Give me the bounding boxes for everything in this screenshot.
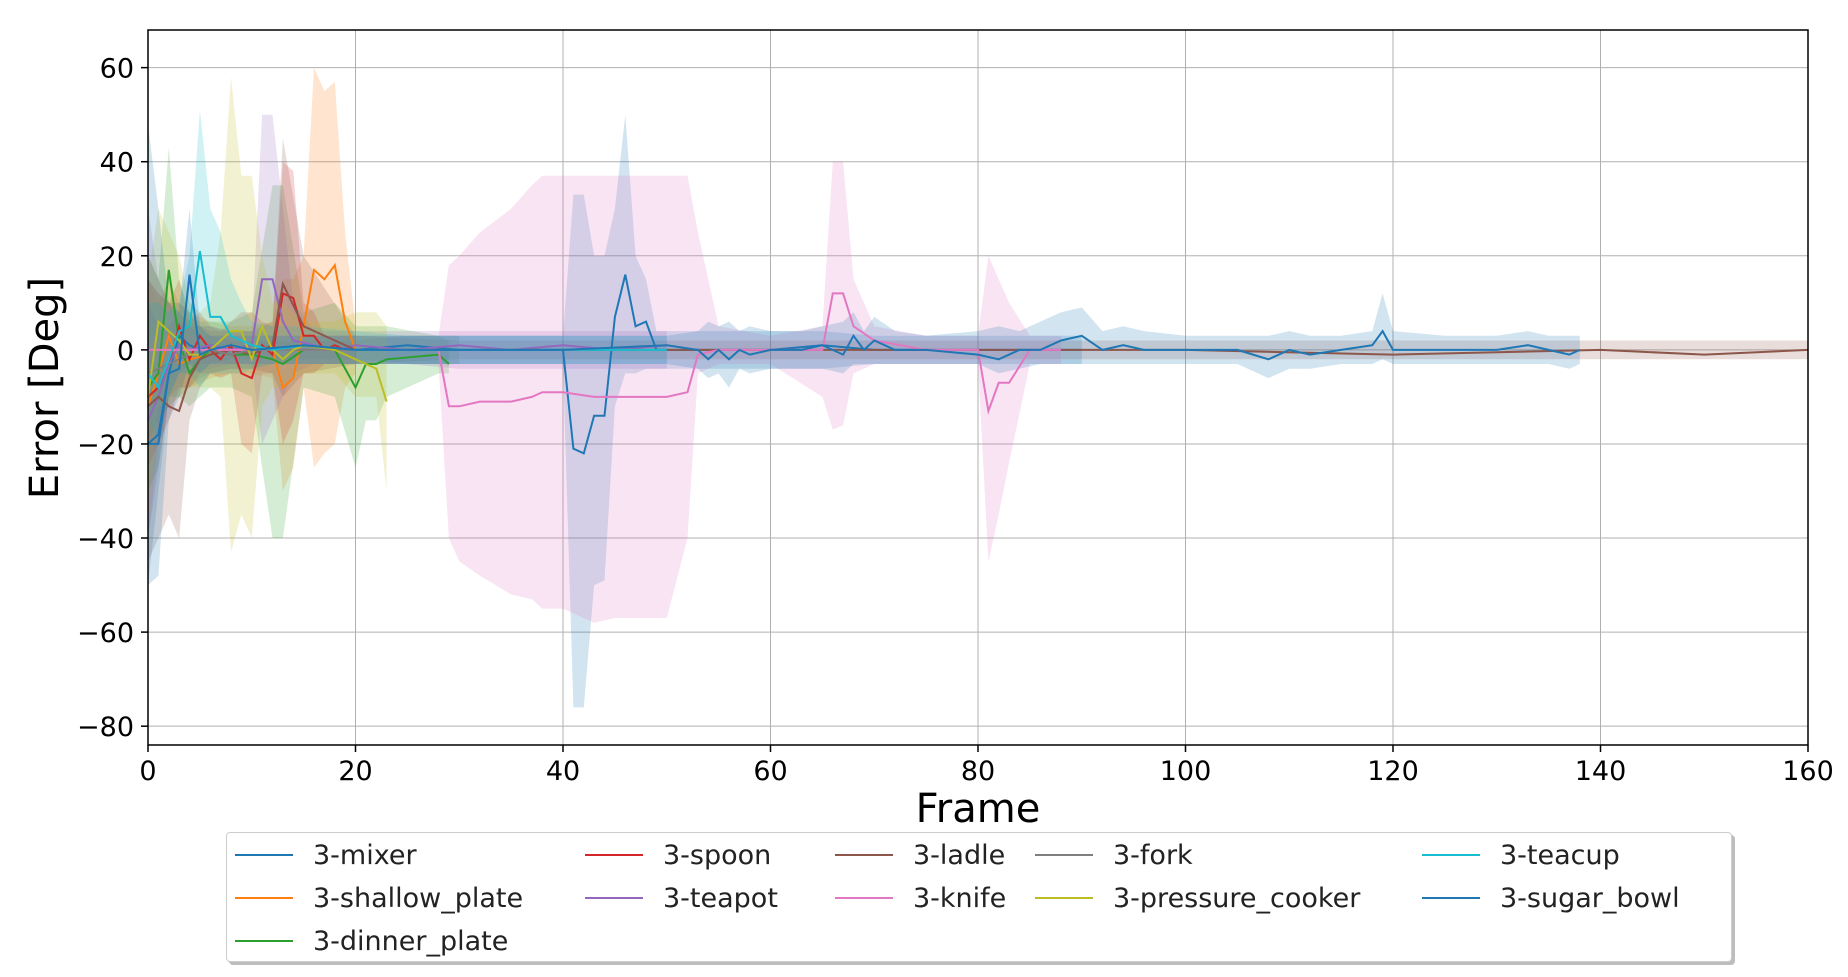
x-tick-label: 40: [546, 756, 580, 787]
legend-item-3-dinner_plate: 3-dinner_plate: [235, 921, 508, 961]
x-tick-label: 160: [1782, 756, 1834, 787]
legend-swatch: [835, 897, 893, 899]
legend-swatch: [235, 940, 293, 942]
legend-item-3-sugar_bowl: 3-sugar_bowl: [1422, 878, 1680, 918]
x-tick-label: 60: [753, 756, 787, 787]
legend-label: 3-teacup: [1500, 839, 1620, 871]
axis-ticks: 0 20 40 60 80 100 120 140 160 60 40 20 0 −20 −40 −60 −80: [77, 54, 1834, 787]
legend-swatch: [835, 854, 893, 856]
band-3-shallow_plate: [148, 67, 356, 538]
x-axis-label: Frame: [916, 786, 1041, 832]
series-line-3-sugar_bowl: [148, 274, 1581, 445]
legend-swatch: [1035, 897, 1093, 899]
series-line-3-ladle: [147, 280, 1809, 413]
y-tick-label: 20: [100, 242, 134, 273]
legend-item-3-mixer: 3-mixer: [235, 835, 417, 875]
legend-label: 3-mixer: [313, 839, 417, 871]
series-line-3-knife: [148, 292, 1061, 415]
series-line-3-mixer: [147, 274, 1082, 455]
band-3-knife: [148, 161, 1061, 623]
x-tick-label: 100: [1160, 756, 1212, 787]
legend-swatch: [585, 897, 643, 899]
y-tick-label: −80: [77, 712, 134, 743]
band-3-teapot: [148, 114, 667, 538]
band-3-sugar_bowl: [148, 124, 1580, 586]
legend-label: 3-pressure_cooker: [1113, 882, 1361, 914]
legend-label: 3-teapot: [663, 882, 778, 914]
legend-label: 3-fork: [1113, 839, 1193, 871]
y-tick-label: −20: [77, 430, 134, 461]
x-tick-label: 140: [1575, 756, 1627, 787]
legend-item-3-ladle: 3-ladle: [835, 835, 1005, 875]
y-tick-label: 40: [100, 148, 134, 179]
legend-swatch: [1422, 854, 1480, 856]
legend: 3-mixer 3-shallow_plate 3-dinner_plate 3-sp…: [226, 832, 1732, 962]
legend-swatch: [235, 897, 293, 899]
legend-item-3-fork: 3-fork: [1035, 835, 1193, 875]
legend-item-3-knife: 3-knife: [835, 878, 1006, 918]
legend-item-3-shallow_plate: 3-shallow_plate: [235, 878, 523, 918]
band-3-mixer: [148, 114, 1082, 708]
band-3-spoon: [148, 161, 356, 468]
y-tick-label: −60: [77, 618, 134, 649]
legend-item-3-teapot: 3-teapot: [585, 878, 778, 918]
y-tick-label: 60: [100, 54, 134, 85]
y-tick-label: −40: [77, 524, 134, 555]
legend-label: 3-shallow_plate: [313, 882, 524, 914]
band-3-fork: [148, 279, 460, 444]
legend-label: 3-spoon: [663, 839, 772, 871]
x-tick-label: 120: [1367, 756, 1419, 787]
band-3-dinner_plate: [148, 147, 449, 538]
y-axis-label: Error [Deg]: [22, 277, 68, 499]
band-3-teacup: [148, 110, 667, 444]
legend-swatch: [235, 854, 293, 856]
legend-label: 3-sugar_bowl: [1500, 882, 1680, 914]
legend-label: 3-ladle: [913, 839, 1006, 871]
legend-label: 3-dinner_plate: [313, 925, 509, 957]
legend-label: 3-knife: [913, 882, 1007, 914]
legend-swatch: [585, 854, 643, 856]
x-tick-label: 80: [961, 756, 995, 787]
x-tick-label: 0: [139, 756, 156, 787]
series-lines: [147, 250, 1809, 455]
legend-swatch: [1422, 897, 1480, 899]
legend-swatch: [1035, 854, 1093, 856]
legend-item-3-spoon: 3-spoon: [585, 835, 771, 875]
band-3-pressure_cooker: [148, 77, 387, 553]
x-tick-label: 20: [338, 756, 372, 787]
legend-item-3-teacup: 3-teacup: [1422, 835, 1620, 875]
y-tick-label: 0: [117, 336, 134, 367]
legend-item-3-pressure_cooker: 3-pressure_cooker: [1035, 878, 1360, 918]
